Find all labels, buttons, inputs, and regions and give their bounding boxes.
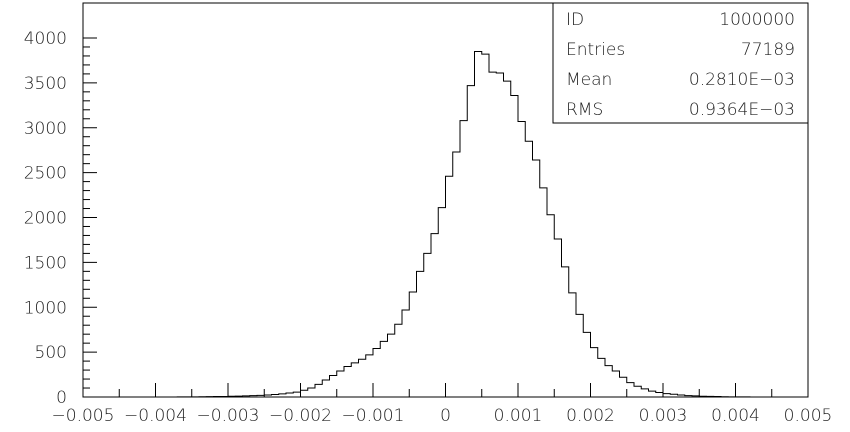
stats-value: 77189	[741, 40, 795, 60]
stats-label: ID	[566, 10, 584, 30]
x-tick-label: −0.004	[124, 406, 187, 426]
stats-value: 0.9364E−03	[689, 100, 795, 120]
y-tick-label: 1000	[24, 298, 67, 318]
x-tick-label: −0.003	[197, 406, 260, 426]
x-tick-label: −0.001	[342, 406, 405, 426]
x-tick-label: 0.001	[494, 406, 543, 426]
x-tick-label: 0	[440, 406, 451, 426]
stats-value: 0.2810E−03	[689, 70, 795, 90]
stats-label: Mean	[566, 70, 612, 90]
x-tick-label: 0.003	[639, 406, 688, 426]
stats-value: 1000000	[719, 10, 795, 30]
stats-label: Entries	[566, 40, 625, 60]
y-tick-label: 1500	[24, 253, 67, 273]
stats-box: ID 1000000 Entries 77189 Mean 0.2810E−03 RMS 0.…	[552, 2, 809, 124]
stats-box-frame	[552, 2, 809, 124]
stats-label: RMS	[566, 100, 603, 120]
y-tick-label: 500	[35, 343, 67, 363]
y-tick-label: 2000	[24, 209, 67, 229]
y-tick-labels: 0 500 1000 1500 2000 2500 3000 3500 4000	[24, 29, 67, 408]
y-tick-label: 2500	[24, 164, 67, 184]
x-tick-labels: −0.005 −0.004 −0.003 −0.002 −0.001 0 0.001 0.00…	[52, 406, 833, 426]
histogram-outline	[83, 50, 808, 398]
x-tick-label: −0.005	[52, 406, 115, 426]
x-tick-label: 0.004	[711, 406, 760, 426]
y-tick-label: 3500	[24, 74, 67, 94]
y-tick-label: 3000	[24, 119, 67, 139]
x-tick-label: 0.002	[566, 406, 615, 426]
y-tick-label: 0	[56, 388, 67, 408]
x-tick-label: −0.002	[269, 406, 332, 426]
y-tick-label: 4000	[24, 29, 67, 49]
x-tick-label: 0.005	[784, 406, 833, 426]
